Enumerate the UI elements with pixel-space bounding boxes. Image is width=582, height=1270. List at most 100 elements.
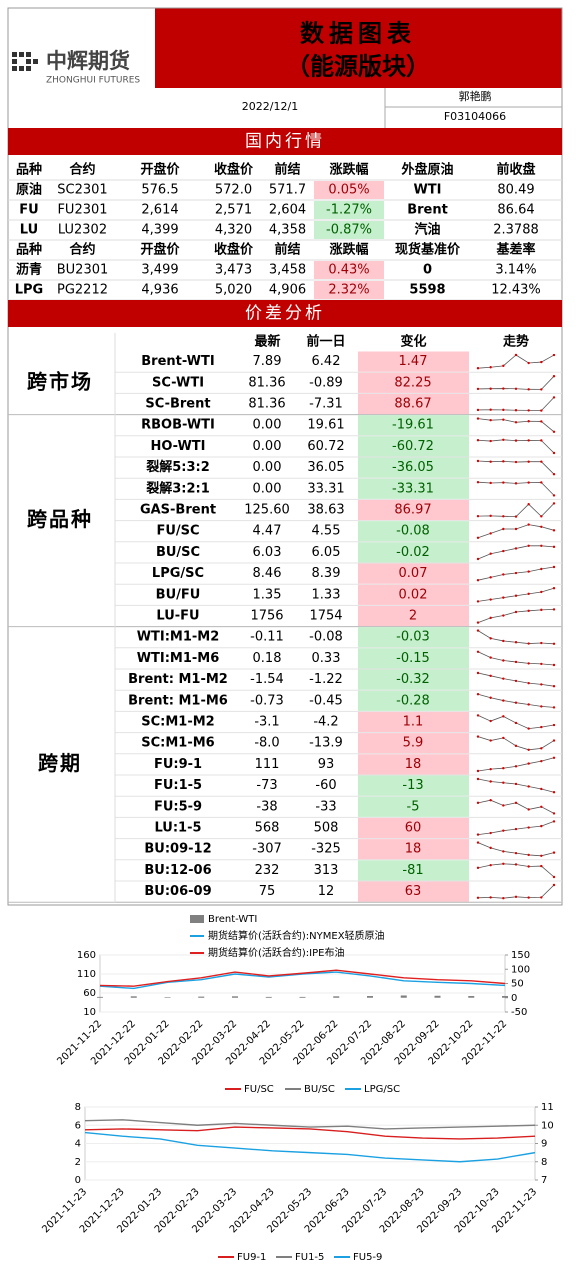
sparkline-dot [552, 430, 556, 433]
change-value: -13 [402, 778, 423, 793]
sparkline-dot [489, 514, 492, 518]
sparkline [477, 524, 555, 539]
latest: 6.03 [253, 545, 282, 560]
sparkline-dot [476, 579, 480, 582]
sparkline [477, 418, 555, 433]
sparkline-dot [527, 361, 530, 365]
change-cell [358, 605, 469, 627]
change-cell [358, 521, 469, 542]
sparkline-dot [540, 544, 543, 547]
line-series [84, 1131, 536, 1163]
sparkline-dot [502, 804, 505, 807]
spread-name: FU/SC [156, 524, 199, 539]
change-value: 82.25 [394, 375, 431, 390]
change-cell [358, 817, 469, 839]
column-header: 开盘价 [140, 242, 180, 258]
change-cell [358, 563, 469, 584]
legend-label: LPG/SC [364, 1084, 400, 1095]
cell: 5,020 [215, 283, 252, 298]
spread-name: LPG/SC [152, 566, 204, 581]
sparkline-dot [502, 549, 505, 553]
cell: 12.43% [491, 283, 541, 298]
sparkline-dot [514, 571, 518, 575]
sparkline-dot [514, 439, 518, 442]
sparkline-dot [540, 515, 543, 518]
sparkline-dot [502, 699, 505, 702]
change-cell [358, 393, 469, 415]
previous: 12 [318, 884, 335, 899]
change-value: 0.05% [328, 183, 369, 198]
logo-icon [12, 52, 38, 71]
sparkline-dot [489, 366, 492, 369]
column-header: 收盘价 [214, 162, 254, 178]
spread-name: FU:5-9 [154, 799, 202, 814]
cell: LU2302 [58, 223, 107, 238]
bar [130, 996, 137, 998]
column-header: 前结 [274, 242, 300, 258]
sparkline-dot [502, 573, 505, 576]
spread-name: GAS-Brent [140, 503, 216, 518]
latest: 7.89 [253, 354, 282, 369]
sparkline-dot [502, 677, 505, 680]
sparkline-dot [552, 494, 556, 497]
change-value: 2.32% [328, 283, 369, 298]
line-series [99, 969, 506, 987]
latest: -0.73 [250, 693, 284, 708]
cell: BU2301 [57, 263, 109, 278]
column-header: 最新 [254, 334, 280, 350]
column-header: 走势 [503, 334, 529, 350]
sparkline-dot [476, 387, 480, 391]
column-header: 前收盘 [496, 162, 535, 178]
change-value: 18 [405, 842, 422, 857]
logo-cn: 中辉期货 [46, 49, 130, 73]
change-cell [358, 457, 469, 478]
cell: 576.5 [141, 183, 178, 198]
change-cell [358, 648, 469, 669]
change-cell [358, 478, 469, 499]
sparkline-dot [502, 862, 505, 865]
sparkline [477, 672, 555, 687]
sparkline-dot [552, 502, 556, 505]
sparkline-dot [540, 525, 543, 528]
sparkline-dot [552, 791, 556, 794]
latest: -3.1 [254, 715, 279, 730]
sparkline-dot [552, 723, 556, 727]
cell: WTI [413, 183, 441, 198]
sparkline-dot [514, 765, 518, 768]
sparkline-dot [540, 787, 543, 791]
sparkline-dot [489, 408, 492, 411]
sparkline-dot [540, 481, 543, 484]
column-header: 合约 [69, 242, 95, 258]
cell: 0 [423, 263, 432, 278]
sparkline-dot [476, 481, 480, 484]
sparkline-dot [527, 609, 530, 613]
change-cell [314, 221, 384, 239]
spread-name: SC-Brent [145, 397, 210, 412]
sparkline-dot [552, 473, 556, 476]
spread-name: FU:9-1 [154, 757, 202, 772]
sparkline-dot [540, 725, 543, 729]
sparkline-dot [540, 683, 543, 686]
sparkline [477, 757, 555, 772]
column-header: 开盘价 [140, 162, 180, 178]
sparkline-dot [552, 739, 556, 742]
sparkline-dot [540, 567, 543, 571]
spread-name: Brent: M1-M6 [128, 693, 228, 708]
cell: Brent [407, 203, 448, 218]
date: 2022/12/1 [242, 100, 298, 113]
change-value: -19.61 [392, 418, 434, 433]
sparkline-dot [527, 439, 530, 442]
previous: 1.33 [312, 587, 341, 602]
sparkline-dot [552, 587, 556, 590]
sparkline-dot [527, 896, 530, 899]
sparkline-dot [489, 418, 492, 422]
previous: 1754 [309, 609, 342, 624]
spread-name: BU:12-06 [144, 863, 211, 878]
bar [502, 996, 508, 998]
legend-key [190, 915, 204, 923]
license: F03104066 [444, 110, 506, 123]
spread-name: BU:06-09 [144, 884, 211, 899]
sparkline-dot [489, 552, 492, 555]
latest: 75 [259, 884, 276, 899]
sparkline-dot [527, 853, 530, 857]
